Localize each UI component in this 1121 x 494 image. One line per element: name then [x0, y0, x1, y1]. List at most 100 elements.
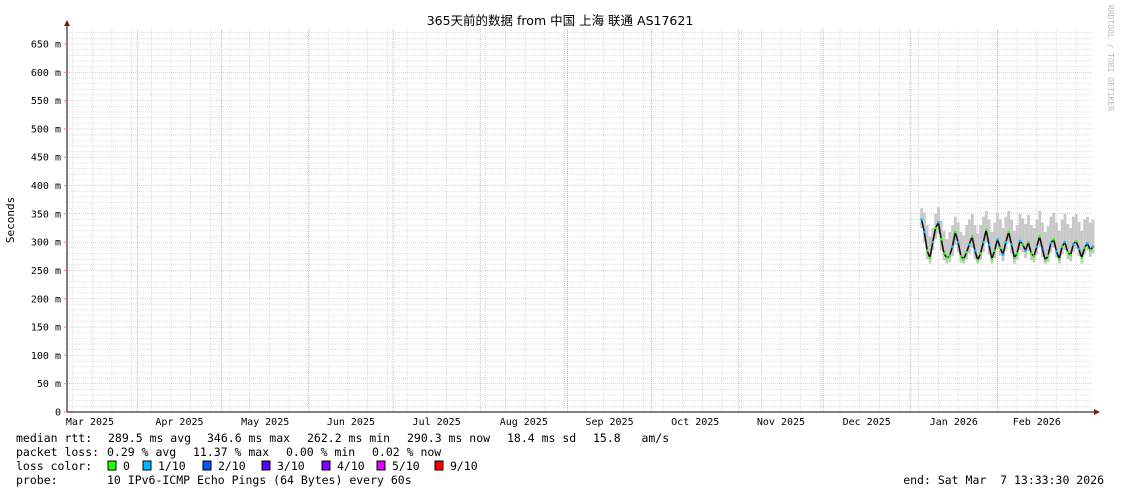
median-segment	[1033, 246, 1038, 257]
loss-color-swatch	[202, 460, 212, 471]
median-segment	[1064, 241, 1069, 253]
median-point	[996, 238, 999, 241]
median-point	[956, 240, 960, 244]
smoke-bar	[920, 208, 924, 228]
median-point	[1060, 245, 1064, 248]
median-point	[1091, 245, 1095, 248]
median-point	[1001, 253, 1005, 256]
median-segment	[1007, 231, 1013, 245]
median-point	[987, 243, 991, 247]
median-segment	[1036, 236, 1041, 247]
smoke-bar	[1072, 216, 1075, 253]
y-tick-label: 0	[55, 408, 61, 419]
median-point	[984, 228, 988, 231]
median-point	[951, 245, 954, 248]
smoke-bar	[976, 233, 980, 264]
y-tick-label: 600 m	[31, 68, 61, 79]
median-point	[982, 240, 985, 244]
median-point	[923, 230, 926, 234]
median-point	[948, 254, 951, 257]
median-point	[1041, 247, 1044, 251]
median-segment	[937, 222, 942, 240]
median-point	[965, 251, 968, 254]
median-point	[1007, 230, 1010, 234]
median-segment	[993, 239, 999, 251]
loss-color-swatch	[142, 460, 152, 471]
smoke-bar	[1080, 230, 1084, 264]
median-point	[979, 252, 982, 255]
median-point	[1063, 240, 1067, 244]
smoke-bar	[1004, 216, 1008, 251]
y-tick-label: 200 m	[31, 294, 61, 305]
packet-loss-label: packet loss:	[16, 445, 99, 459]
median-point	[937, 221, 940, 224]
median-point	[1052, 238, 1055, 241]
smoke-bar	[945, 239, 949, 264]
median-point	[968, 243, 971, 246]
median-point	[1010, 243, 1013, 246]
median-point	[1004, 240, 1008, 244]
smoke-bar	[1010, 219, 1013, 254]
smoke-bar	[1046, 226, 1050, 262]
median-point	[970, 235, 974, 238]
median-segment	[940, 239, 945, 254]
median-point	[1072, 243, 1075, 246]
median-segment	[1078, 248, 1083, 259]
median-line	[920, 218, 1095, 262]
y-tick-label: 150 m	[31, 323, 61, 334]
y-axis-arrow	[64, 20, 70, 26]
y-tick-label: 100 m	[31, 351, 61, 362]
smoke-bar	[993, 222, 997, 259]
median-segment	[985, 229, 990, 246]
smoke-bar	[973, 225, 977, 260]
median-point	[999, 246, 1002, 250]
median-point	[1032, 255, 1036, 258]
x-tick-label: Sep 2025	[585, 417, 633, 428]
median-point	[990, 257, 994, 261]
x-tick-label: Apr 2025	[155, 417, 203, 428]
median-segment	[991, 250, 996, 260]
smoke-bar	[1041, 222, 1044, 257]
median-segment	[951, 231, 957, 247]
loss-color-item-label: 1/10	[158, 459, 186, 473]
median-point	[1018, 239, 1022, 243]
loss-color-item-label: 4/10	[337, 459, 365, 473]
median-segment	[1002, 241, 1007, 255]
smoke-bar	[1057, 230, 1061, 264]
median-point	[1029, 252, 1033, 255]
median-segment	[982, 229, 987, 243]
median-point	[1058, 257, 1061, 261]
median-point	[940, 238, 943, 241]
median-segment	[1075, 240, 1080, 250]
x-tick-label: Nov 2025	[757, 417, 805, 428]
smoke-bar	[1074, 213, 1078, 249]
x-tick-label: Oct 2025	[671, 417, 719, 428]
smoke-bar	[956, 222, 960, 253]
median-point	[1046, 254, 1050, 257]
smoke-bar	[959, 231, 963, 263]
loss-color-swatch	[376, 460, 386, 471]
legend-probe: probe: 10 IPv6-ICMP Echo Pings (64 Bytes…	[16, 473, 1104, 487]
loss-color-label: loss color:	[16, 459, 92, 473]
median-point	[928, 256, 932, 260]
median-point	[920, 218, 923, 221]
median-point	[1044, 259, 1047, 262]
smoke-bar	[979, 225, 983, 261]
median-point	[1013, 256, 1016, 260]
axes	[64, 20, 1100, 415]
smoke-bar	[1049, 216, 1053, 253]
legend-loss-color: loss color: 0 1/10 2/10 3/10 4/10 5/10 9/10	[16, 459, 478, 473]
median-segment	[1052, 239, 1058, 252]
median-segment	[1080, 247, 1086, 259]
smoke-bar	[965, 225, 969, 260]
x-tick-label: Dec 2025	[843, 417, 891, 428]
smoke-bar	[996, 212, 999, 249]
end-time: end: Sat Mar 7 13:33:30 2026	[903, 473, 1104, 487]
legend-median-rtt: median rtt: 289.5 ms avg 346.6 ms max 26…	[16, 431, 669, 445]
smoke-bar	[1086, 216, 1089, 251]
median-rtt-label: median rtt:	[16, 431, 92, 445]
x-ticks: Mar 2025 Apr 2025 May 2025 Jun 2025 Jul 2025…	[66, 417, 1061, 428]
chart-title: 365天前的数据 from 中国 上海 联通 AS17621	[427, 13, 694, 28]
smoke-bar	[1083, 219, 1087, 255]
median-segment	[1010, 244, 1016, 259]
